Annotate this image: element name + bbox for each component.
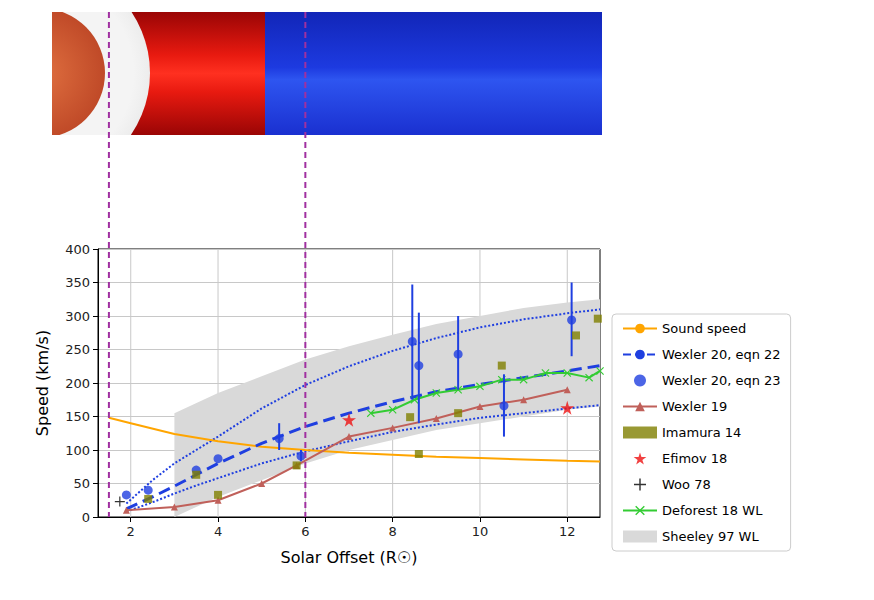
svg-text:6: 6: [301, 524, 309, 539]
svg-text:Woo 78: Woo 78: [662, 477, 711, 492]
svg-text:Wexler 20, eqn 22: Wexler 20, eqn 22: [662, 347, 781, 362]
svg-text:Solar Offset (R☉): Solar Offset (R☉): [281, 548, 418, 567]
svg-text:Sound speed: Sound speed: [662, 321, 746, 336]
svg-text:Wexler 20, eqn 23: Wexler 20, eqn 23: [662, 373, 781, 388]
svg-text:250: 250: [65, 342, 90, 357]
svg-text:Deforest 18 WL: Deforest 18 WL: [662, 503, 763, 518]
svg-text:Wexler 19: Wexler 19: [662, 399, 727, 414]
svg-text:12: 12: [559, 524, 576, 539]
svg-text:Imamura 14: Imamura 14: [662, 425, 741, 440]
svg-text:Efimov 18: Efimov 18: [662, 451, 727, 466]
svg-text:8: 8: [389, 524, 397, 539]
svg-text:0: 0: [82, 510, 90, 525]
svg-text:4: 4: [214, 524, 222, 539]
svg-text:2: 2: [127, 524, 135, 539]
svg-text:200: 200: [65, 376, 90, 391]
svg-text:350: 350: [65, 275, 90, 290]
svg-text:Sheeley 97 WL: Sheeley 97 WL: [662, 529, 759, 544]
svg-text:400: 400: [65, 242, 90, 257]
svg-text:150: 150: [65, 409, 90, 424]
svg-text:50: 50: [73, 476, 90, 491]
svg-text:10: 10: [472, 524, 489, 539]
svg-text:300: 300: [65, 309, 90, 324]
svg-text:100: 100: [65, 443, 90, 458]
svg-text:Speed (km/s): Speed (km/s): [33, 330, 52, 436]
